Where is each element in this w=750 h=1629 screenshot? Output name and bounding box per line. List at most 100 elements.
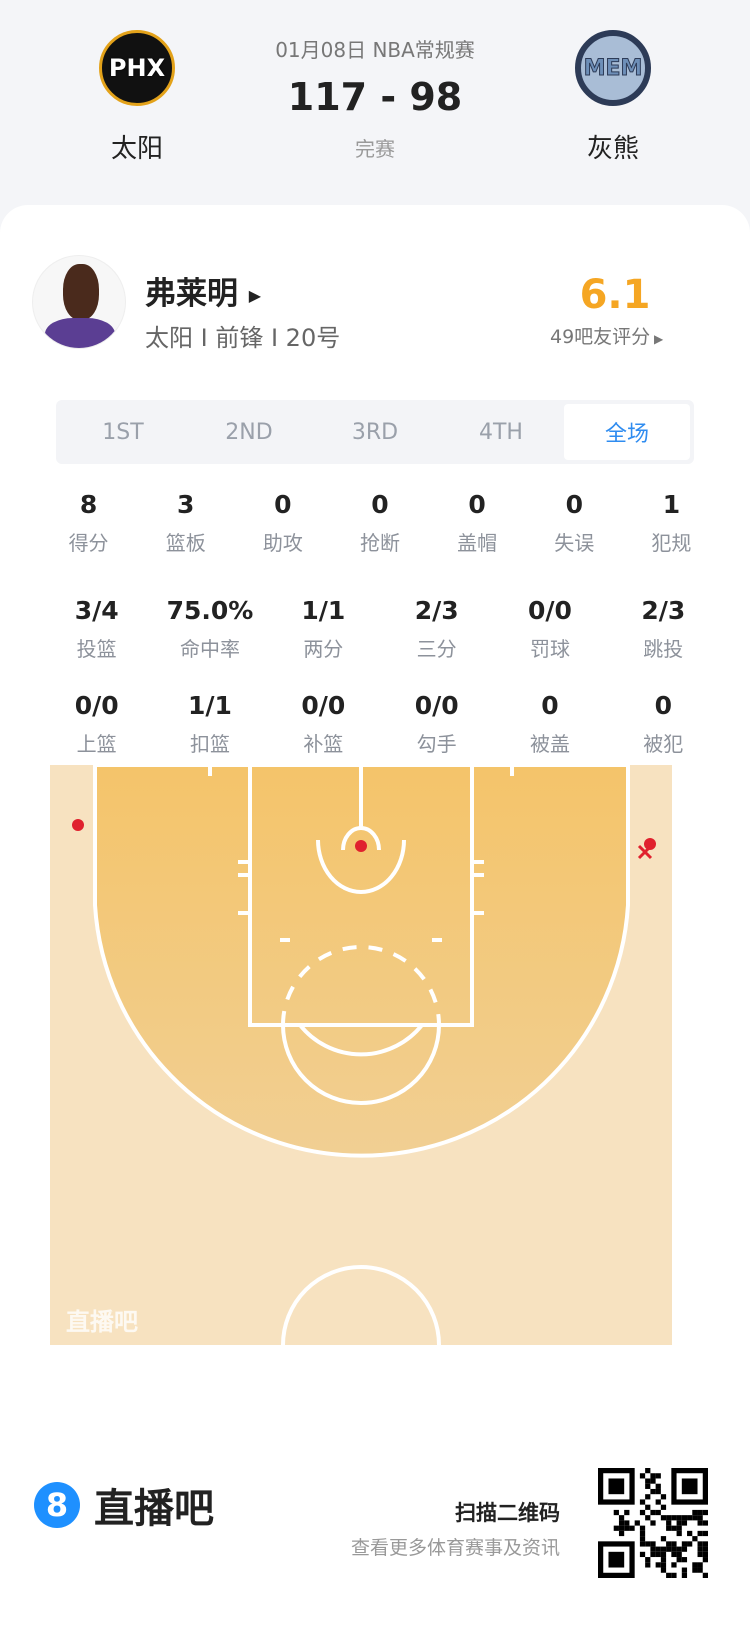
player-avatar[interactable] <box>32 255 126 349</box>
stat-cell: 1/1 扣篮 <box>153 691 266 757</box>
tab-3rd[interactable]: 3RD <box>351 419 399 445</box>
stat-cell: 0/0 罚球 <box>493 596 606 662</box>
stat-value: 8 <box>79 490 98 519</box>
stat-value: 0/0 <box>528 596 572 625</box>
stats-row: 3/4 投篮 75.0% 命中率 1/1 两分 2/3 三分 0/0 罚球 2/3 跳投 <box>40 596 720 662</box>
home-team-logo: PHX <box>99 30 175 106</box>
stat-value: 0/0 <box>74 691 119 720</box>
stat-value: 2/3 <box>414 596 459 625</box>
brand-logo-icon: 8 <box>34 1482 80 1528</box>
stat-label: 犯规 <box>651 531 692 555</box>
stat-cell: 2/3 三分 <box>380 596 493 662</box>
scan-title: 扫描二维码 <box>455 1501 560 1525</box>
stat-label: 补篮 <box>303 732 344 756</box>
stat-cell: 0 失误 <box>526 490 623 556</box>
caret-right-icon: ▶ <box>248 286 262 305</box>
stat-cell: 0 被犯 <box>607 691 720 757</box>
stat-label: 扣篮 <box>189 732 230 756</box>
tab-2nd[interactable]: 2ND <box>225 419 273 445</box>
restricted-area <box>316 839 406 894</box>
game-score: 117 - 98 <box>287 75 463 119</box>
stat-label: 得分 <box>68 531 109 555</box>
stat-value: 0/0 <box>414 691 459 720</box>
shot-made-marker <box>355 840 367 852</box>
rim-arc <box>341 826 381 851</box>
stat-label: 篮板 <box>165 531 206 555</box>
away-team[interactable]: MEM 灰熊 <box>553 30 673 165</box>
stat-label: 被犯 <box>643 732 684 756</box>
stat-label: 罚球 <box>529 637 570 661</box>
stat-label: 勾手 <box>416 732 457 756</box>
stat-value: 1/1 <box>301 596 346 625</box>
stat-cell: 3/4 投篮 <box>40 596 153 662</box>
stat-label: 三分 <box>416 637 457 661</box>
stat-label: 投篮 <box>76 637 117 661</box>
stat-label: 两分 <box>303 637 344 661</box>
player-name: 弗莱明 <box>145 276 238 312</box>
qr-code[interactable] <box>598 1468 708 1578</box>
stat-cell: 1/1 两分 <box>267 596 380 662</box>
stat-value: 75.0% <box>166 596 254 625</box>
stat-label: 失误 <box>554 531 595 555</box>
stat-value: 0 <box>654 691 672 720</box>
footer-brand: 8 直播吧 <box>34 1476 214 1534</box>
stat-cell: 0/0 上篮 <box>40 691 153 757</box>
caret-right-icon: ▶ <box>650 332 664 346</box>
rating-link[interactable]: 49吧友评分 ▶ <box>550 322 663 349</box>
away-team-name: 灰熊 <box>586 134 639 164</box>
center-circle <box>281 1265 441 1346</box>
stat-value: 1 <box>662 490 681 519</box>
stats-row: 8 得分 3 篮板 0 助攻 0 抢断 0 盖帽 0 失误 1 犯规 <box>40 490 720 556</box>
stat-label: 抢断 <box>359 531 400 555</box>
brand-name: 直播吧 <box>94 1486 214 1532</box>
stat-label: 上篮 <box>76 732 117 756</box>
home-team[interactable]: PHX 太阳 <box>77 30 197 165</box>
stat-cell: 3 篮板 <box>137 490 234 556</box>
shot-made-marker <box>72 819 84 831</box>
away-team-logo: MEM <box>575 30 651 106</box>
tab-1st[interactable]: 1ST <box>102 419 144 445</box>
stat-value: 0 <box>371 490 389 519</box>
stat-value: 0 <box>468 490 486 519</box>
stat-cell: 75.0% 命中率 <box>153 596 266 662</box>
shot-made-marker <box>644 838 656 850</box>
stat-cell: 0/0 勾手 <box>380 691 493 757</box>
stat-label: 跳投 <box>643 637 684 661</box>
stat-value: 0 <box>565 490 583 519</box>
stat-value: 2/3 <box>641 596 686 625</box>
stat-cell: 0/0 补篮 <box>267 691 380 757</box>
stat-label: 盖帽 <box>457 531 498 555</box>
stat-label: 助攻 <box>262 531 303 555</box>
stat-cell: 0 盖帽 <box>429 490 526 556</box>
stat-value: 0 <box>541 691 559 720</box>
stat-cell: 8 得分 <box>40 490 137 556</box>
stat-cell: 0 被盖 <box>493 691 606 757</box>
stat-label: 命中率 <box>179 637 240 661</box>
player-rating: 6.1 <box>579 272 651 318</box>
stats-row: 0/0 上篮 1/1 扣篮 0/0 补篮 0/0 勾手 0 被盖 0 被犯 <box>40 691 720 757</box>
stat-value: 1/1 <box>188 691 232 720</box>
rating-label: 49吧友评分 <box>550 326 651 348</box>
player-info: 太阳 I 前锋 I 20号 <box>145 324 341 352</box>
stat-cell: 2/3 跳投 <box>607 596 720 662</box>
stat-cell: 1 犯规 <box>623 490 720 556</box>
tab-full-game[interactable]: 全场 <box>564 404 690 460</box>
stat-value: 3/4 <box>74 596 119 625</box>
stat-value: 0 <box>274 490 292 519</box>
shot-missed-marker <box>637 844 653 860</box>
player-name-link[interactable]: 弗莱明 ▶ <box>145 268 261 313</box>
stat-cell: 0 抢断 <box>331 490 428 556</box>
free-throw-circle <box>281 1024 441 1105</box>
stat-value: 0/0 <box>301 691 346 720</box>
period-tabs: 1ST 2ND 3RD 4TH 全场 <box>56 400 694 464</box>
stat-label: 被盖 <box>529 732 570 756</box>
game-date-league: 01月08日 NBA常规赛 <box>275 38 475 62</box>
home-team-name: 太阳 <box>110 134 163 164</box>
stat-cell: 0 助攻 <box>234 490 331 556</box>
tab-4th[interactable]: 4TH <box>479 419 523 445</box>
stat-value: 3 <box>177 490 195 519</box>
three-point-area <box>93 763 630 1158</box>
court-watermark: 直播吧 <box>66 1308 138 1336</box>
scan-subtitle: 查看更多体育赛事及资讯 <box>350 1537 560 1559</box>
